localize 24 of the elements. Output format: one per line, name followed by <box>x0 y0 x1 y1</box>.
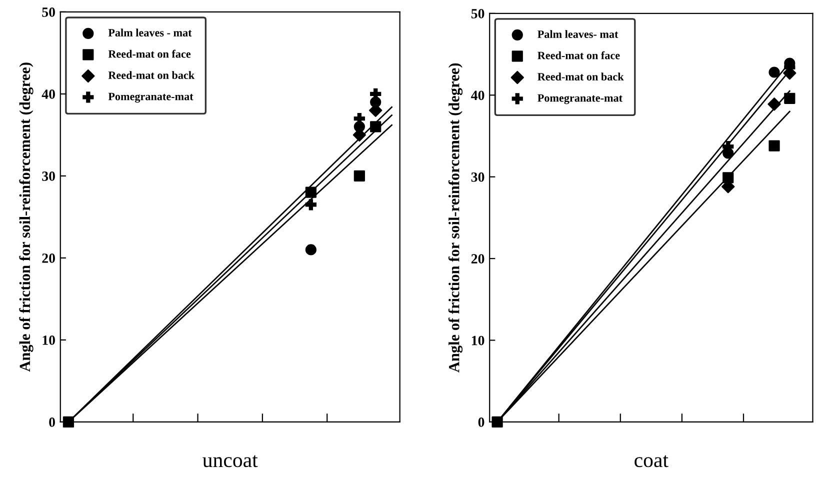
y-tick-label: 0 <box>49 418 55 427</box>
y-tick-label: 50 <box>471 9 484 18</box>
y-tick-label: 0 <box>478 418 484 427</box>
legend-label: Pomegranate-mat <box>538 94 622 104</box>
x-axis-title: coat <box>634 455 668 468</box>
y-tick-label: 10 <box>472 336 484 346</box>
legend-label: Reed-mat on back <box>108 71 195 79</box>
y-tick-label: 50 <box>42 8 55 17</box>
legend-label: Reed-mat on face <box>108 50 191 58</box>
legend-label: Reed-mat on face <box>538 51 620 60</box>
y-tick-label: 40 <box>471 90 484 100</box>
x-axis-title: uncoat <box>202 455 258 468</box>
y-tick-label: 20 <box>471 254 484 264</box>
y-axis-title: Angle of friction for soil-reinforcement (degree) <box>448 63 463 372</box>
y-tick-label: 30 <box>471 172 484 182</box>
y-tick-label: 30 <box>42 172 55 181</box>
legend-label: Pomegranate-mat <box>108 92 194 103</box>
y-tick-label: 10 <box>42 336 55 345</box>
legend-label: Reed-mat on back <box>538 72 624 80</box>
legend-label: Palm leaves - mat <box>108 28 192 36</box>
y-tick-label: 40 <box>42 90 55 99</box>
y-axis-title: Angle of friction for soil-reinforcement (degree) <box>19 62 34 372</box>
legend-label: Palm leaves- mat <box>538 30 618 38</box>
y-tick-label: 20 <box>42 254 55 263</box>
